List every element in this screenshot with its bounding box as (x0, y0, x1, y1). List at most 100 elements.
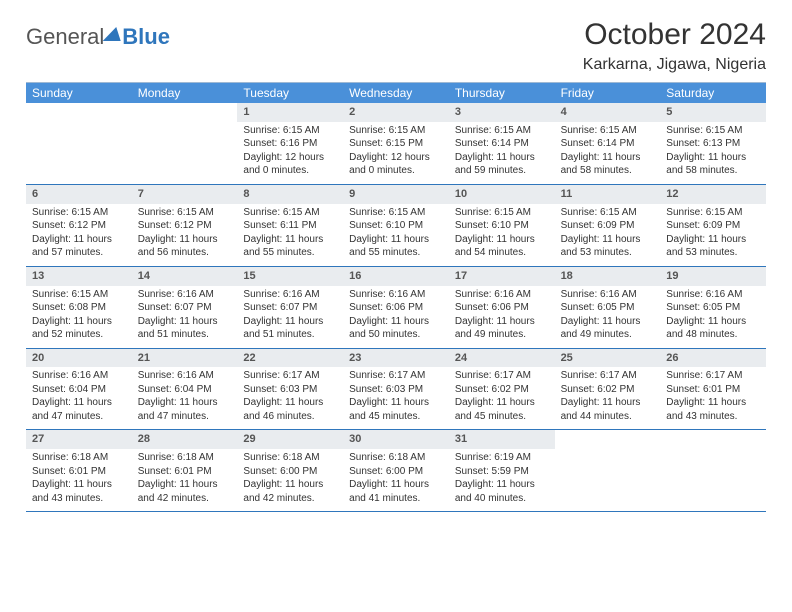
sunrise-line: Sunrise: 6:19 AM (455, 451, 549, 465)
sunset-line: Sunset: 6:16 PM (243, 137, 337, 151)
daylight-line: Daylight: 12 hours and 0 minutes. (243, 151, 337, 178)
day-number: 31 (449, 430, 555, 449)
day-number: 23 (343, 349, 449, 368)
daylight-line: Daylight: 11 hours and 59 minutes. (455, 151, 549, 178)
sunset-line: Sunset: 6:07 PM (138, 301, 232, 315)
day-details: Sunrise: 6:17 AMSunset: 6:02 PMDaylight:… (555, 369, 661, 423)
sunrise-line: Sunrise: 6:18 AM (349, 451, 443, 465)
daylight-line: Daylight: 11 hours and 57 minutes. (32, 233, 126, 260)
calendar-day-cell: 6Sunrise: 6:15 AMSunset: 6:12 PMDaylight… (26, 185, 132, 266)
day-number: 1 (237, 103, 343, 122)
sunrise-line: Sunrise: 6:16 AM (666, 288, 760, 302)
calendar-day-cell: 13 Sunrise: 6:15 AMSunset: 6:08 PMDayligh… (26, 267, 132, 348)
day-number: 11 (555, 185, 661, 204)
calendar-empty-cell (555, 430, 661, 511)
sunset-line: Sunset: 6:06 PM (349, 301, 443, 315)
calendar-day-cell: 7Sunrise: 6:15 AMSunset: 6:12 PMDaylight… (132, 185, 238, 266)
daylight-line: Daylight: 11 hours and 47 minutes. (138, 396, 232, 423)
sunrise-line: Sunrise: 6:16 AM (138, 288, 232, 302)
sunrise-line: Sunrise: 6:18 AM (138, 451, 232, 465)
calendar-week-row: 6Sunrise: 6:15 AMSunset: 6:12 PMDaylight… (26, 185, 766, 267)
calendar-day-cell: 3Sunrise: 6:15 AMSunset: 6:14 PMDaylight… (449, 103, 555, 184)
calendar-day-cell: 26Sunrise: 6:17 AMSunset: 6:01 PMDayligh… (660, 349, 766, 430)
calendar-day-cell: 22Sunrise: 6:17 AMSunset: 6:03 PMDayligh… (237, 349, 343, 430)
daylight-line: Daylight: 11 hours and 50 minutes. (349, 315, 443, 342)
logo-word-general: General (26, 24, 104, 50)
sunset-line: Sunset: 6:11 PM (243, 219, 337, 233)
sunset-line: Sunset: 6:02 PM (455, 383, 549, 397)
sunset-line: Sunset: 6:01 PM (32, 465, 126, 479)
day-number: 21 (132, 349, 238, 368)
day-number: 13 (26, 267, 132, 286)
daylight-line: Daylight: 11 hours and 43 minutes. (32, 478, 126, 505)
day-details: Sunrise: 6:16 AMSunset: 6:05 PMDaylight:… (555, 288, 661, 342)
sunset-line: Sunset: 6:01 PM (666, 383, 760, 397)
day-details: Sunrise: 6:17 AMSunset: 6:01 PMDaylight:… (660, 369, 766, 423)
daylight-line: Daylight: 11 hours and 43 minutes. (666, 396, 760, 423)
sunrise-line: Sunrise: 6:15 AM (666, 124, 760, 138)
day-details: Sunrise: 6:16 AMSunset: 6:07 PMDaylight:… (237, 288, 343, 342)
document-header: General Blue October 2024 Karkarna, Jiga… (26, 18, 766, 74)
sunset-line: Sunset: 6:01 PM (138, 465, 232, 479)
day-details: Sunrise: 6:16 AMSunset: 6:05 PMDaylight:… (660, 288, 766, 342)
page-subtitle: Karkarna, Jigawa, Nigeria (583, 56, 766, 74)
day-number: 16 (343, 267, 449, 286)
day-details: Sunrise: 6:16 AMSunset: 6:06 PMDaylight:… (343, 288, 449, 342)
sunset-line: Sunset: 6:12 PM (138, 219, 232, 233)
calendar-empty-cell (132, 103, 238, 184)
daylight-line: Daylight: 11 hours and 53 minutes. (666, 233, 760, 260)
sunrise-line: Sunrise: 6:15 AM (666, 206, 760, 220)
daylight-line: Daylight: 11 hours and 47 minutes. (32, 396, 126, 423)
calendar-week-row: 20Sunrise: 6:16 AMSunset: 6:04 PMDayligh… (26, 349, 766, 431)
sunrise-line: Sunrise: 6:17 AM (561, 369, 655, 383)
day-details: Sunrise: 6:15 AMSunset: 6:12 PMDaylight:… (132, 206, 238, 260)
daylight-line: Daylight: 11 hours and 44 minutes. (561, 396, 655, 423)
daylight-line: Daylight: 11 hours and 52 minutes. (32, 315, 126, 342)
day-details: Sunrise: 6:15 AMSunset: 6:10 PMDaylight:… (449, 206, 555, 260)
sunset-line: Sunset: 6:09 PM (561, 219, 655, 233)
daylight-line: Daylight: 11 hours and 45 minutes. (349, 396, 443, 423)
sunrise-line: Sunrise: 6:16 AM (32, 369, 126, 383)
day-details: Sunrise: 6:15 AMSunset: 6:08 PMDaylight:… (26, 288, 132, 342)
calendar: SundayMondayTuesdayWednesdayThursdayFrid… (26, 82, 766, 512)
calendar-day-cell: 21Sunrise: 6:16 AMSunset: 6:04 PMDayligh… (132, 349, 238, 430)
sunset-line: Sunset: 6:15 PM (349, 137, 443, 151)
sunset-line: Sunset: 6:02 PM (561, 383, 655, 397)
day-details: Sunrise: 6:15 AMSunset: 6:09 PMDaylight:… (555, 206, 661, 260)
day-number: 25 (555, 349, 661, 368)
day-details: Sunrise: 6:15 AMSunset: 6:11 PMDaylight:… (237, 206, 343, 260)
day-details: Sunrise: 6:15 AMSunset: 6:16 PMDaylight:… (237, 124, 343, 178)
day-number: 4 (555, 103, 661, 122)
day-details: Sunrise: 6:19 AMSunset: 5:59 PMDaylight:… (449, 451, 555, 505)
calendar-empty-cell (660, 430, 766, 511)
daylight-line: Daylight: 11 hours and 55 minutes. (349, 233, 443, 260)
logo: General Blue (26, 18, 170, 50)
sunrise-line: Sunrise: 6:15 AM (243, 124, 337, 138)
sunset-line: Sunset: 6:07 PM (243, 301, 337, 315)
sunrise-line: Sunrise: 6:15 AM (32, 288, 126, 302)
day-number: 30 (343, 430, 449, 449)
calendar-day-cell: 30Sunrise: 6:18 AMSunset: 6:00 PMDayligh… (343, 430, 449, 511)
daylight-line: Daylight: 11 hours and 56 minutes. (138, 233, 232, 260)
weekday-header: Thursday (449, 83, 555, 103)
weekday-header: Tuesday (237, 83, 343, 103)
sunrise-line: Sunrise: 6:15 AM (138, 206, 232, 220)
weekday-header: Sunday (26, 83, 132, 103)
calendar-day-cell: 15Sunrise: 6:16 AMSunset: 6:07 PMDayligh… (237, 267, 343, 348)
calendar-day-cell: 5Sunrise: 6:15 AMSunset: 6:13 PMDaylight… (660, 103, 766, 184)
day-number: 14 (132, 267, 238, 286)
calendar-day-cell: 29Sunrise: 6:18 AMSunset: 6:00 PMDayligh… (237, 430, 343, 511)
calendar-day-cell: 18Sunrise: 6:16 AMSunset: 6:05 PMDayligh… (555, 267, 661, 348)
day-number: 29 (237, 430, 343, 449)
day-number: 20 (26, 349, 132, 368)
sunrise-line: Sunrise: 6:17 AM (243, 369, 337, 383)
day-details: Sunrise: 6:15 AMSunset: 6:09 PMDaylight:… (660, 206, 766, 260)
day-number: 5 (660, 103, 766, 122)
day-number: 8 (237, 185, 343, 204)
weekday-header: Monday (132, 83, 238, 103)
sunset-line: Sunset: 6:06 PM (455, 301, 549, 315)
logo-word-blue: Blue (122, 24, 170, 50)
calendar-day-cell: 2Sunrise: 6:15 AMSunset: 6:15 PMDaylight… (343, 103, 449, 184)
sunset-line: Sunset: 6:14 PM (561, 137, 655, 151)
day-details: Sunrise: 6:16 AMSunset: 6:06 PMDaylight:… (449, 288, 555, 342)
